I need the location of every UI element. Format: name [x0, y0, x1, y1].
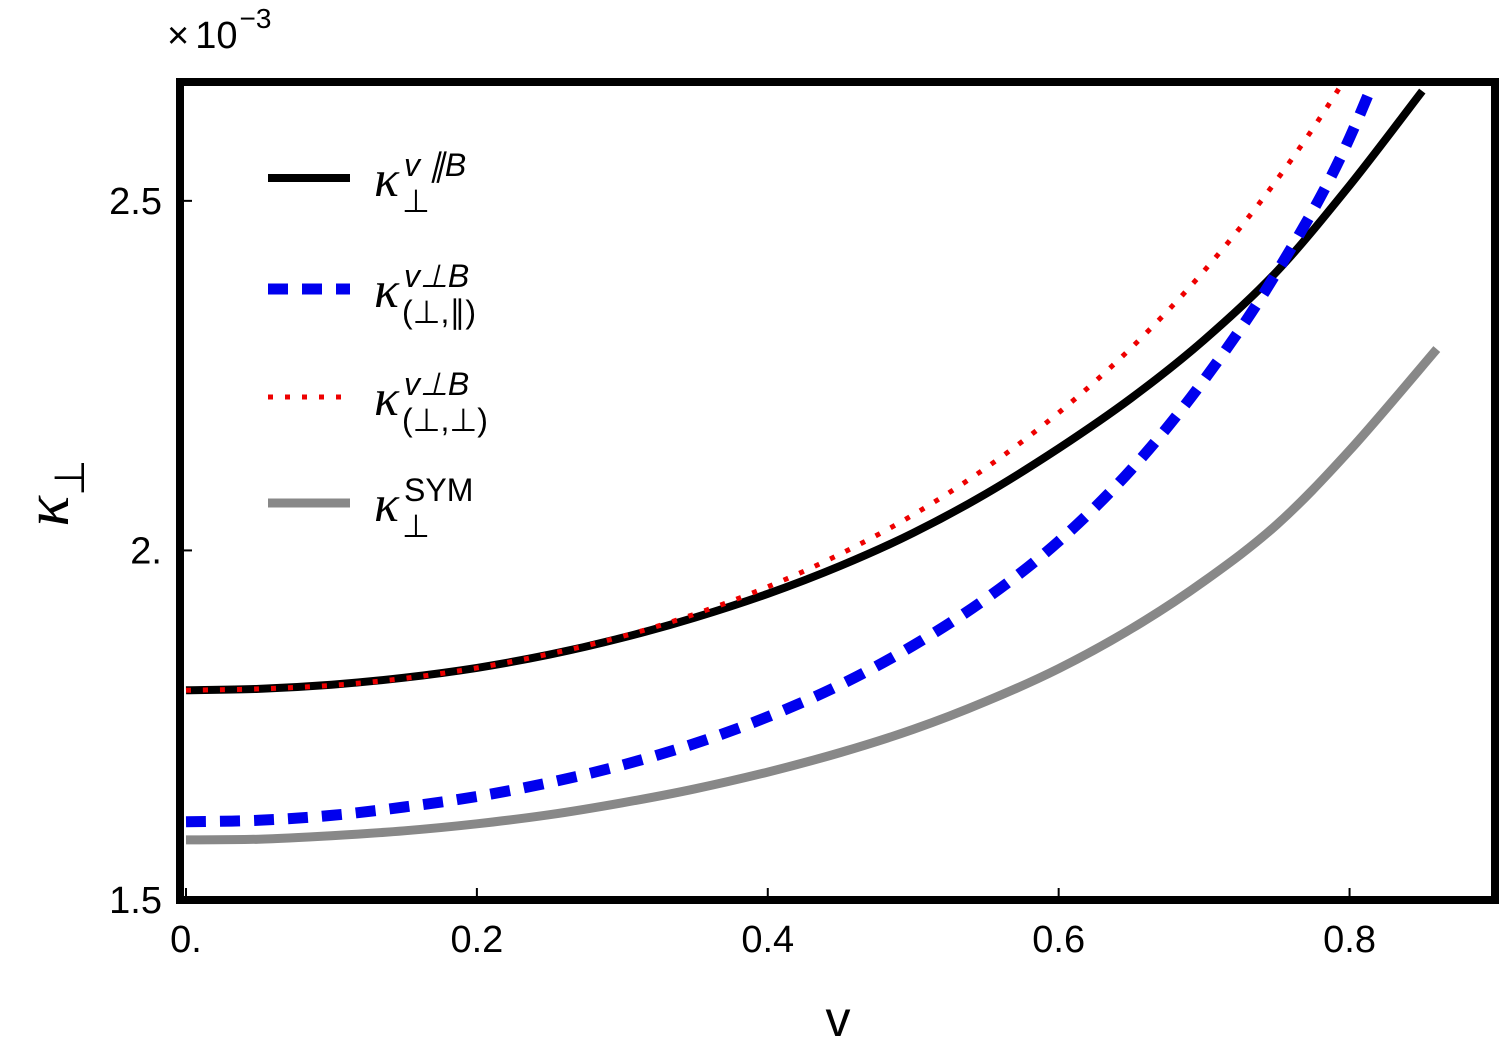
y-tick-label: 2.5: [109, 181, 162, 223]
legend-subscript: ⊥: [402, 183, 430, 219]
y-scale-base: 10: [195, 15, 237, 57]
x-tick-label: 0.2: [450, 919, 503, 961]
legend-subscript: (⊥,⊥): [402, 402, 488, 438]
y-scale-exp: −3: [239, 3, 271, 34]
legend-entry-2: κ v⊥B(⊥,∥): [374, 258, 476, 330]
legend-entry-4: κ SYM⊥: [374, 472, 473, 544]
y-scale-factor: × 10−3: [167, 3, 271, 57]
legend-subscript: ⊥: [402, 508, 430, 544]
x-tick-label: 0.8: [1323, 919, 1376, 961]
legend-subscript: (⊥,∥): [402, 294, 476, 330]
legend-symbol: κ: [374, 262, 400, 319]
legend-superscript: SYM: [404, 472, 473, 508]
x-tick-label: 0.4: [741, 919, 794, 961]
y-tick-label: 1.5: [109, 880, 162, 922]
y-axis-label: κ⊥: [11, 459, 93, 526]
series-line-3: [185, 82, 1347, 693]
series-line-4: [185, 346, 1441, 845]
x-axis-label: v: [826, 991, 851, 1047]
y-tick-label: 2.: [130, 530, 162, 572]
series-lines: [185, 82, 1441, 845]
plot-frame: [176, 78, 1499, 904]
legend-symbol: κ: [374, 370, 400, 427]
axis-ticks: 0. 0.2 0.4 0.6 0.8 1.5 2. 2.5: [109, 181, 1376, 961]
series-line-2: [185, 82, 1380, 828]
y-axis-label-subscript: ⊥: [46, 459, 93, 496]
x-tick-label: 0.: [170, 919, 202, 961]
legend-superscript: v⊥B: [404, 258, 469, 294]
svg-text:κ⊥: κ⊥: [11, 459, 93, 526]
legend-superscript: v ∥B: [404, 147, 466, 183]
legend-symbol: κ: [374, 151, 400, 208]
y-scale-prefix: ×: [167, 15, 189, 57]
x-tick-label: 0.6: [1032, 919, 1085, 961]
y-axis-label-symbol: κ: [11, 495, 82, 527]
series-line-1: [185, 88, 1426, 695]
legend-entry-3: κ v⊥B(⊥,⊥): [374, 366, 488, 438]
legend-superscript: v⊥B: [404, 366, 469, 402]
legend-symbol: κ: [374, 476, 400, 533]
